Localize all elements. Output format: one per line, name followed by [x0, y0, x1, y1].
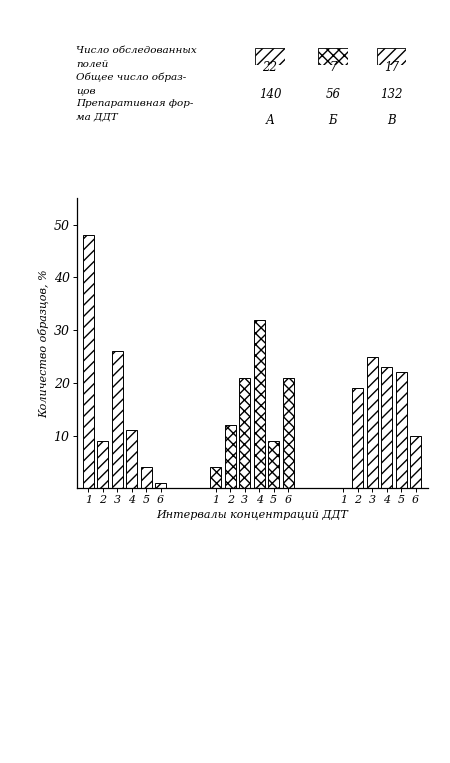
X-axis label: Интервалы концентраций ДДТ: Интервалы концентраций ДДТ — [156, 510, 348, 520]
Text: 56: 56 — [325, 88, 341, 101]
Bar — [396, 372, 407, 488]
Bar — [283, 378, 294, 488]
Text: Общее число образ-: Общее число образ- — [76, 72, 187, 82]
Text: В: В — [387, 114, 396, 127]
Bar — [141, 467, 152, 488]
Text: 17: 17 — [384, 61, 399, 74]
Text: 7: 7 — [329, 61, 337, 74]
Text: Б: Б — [328, 114, 338, 127]
Bar — [239, 378, 250, 488]
Text: Число обследованных: Число обследованных — [76, 46, 197, 55]
Bar — [367, 356, 378, 488]
Text: 22: 22 — [262, 61, 278, 74]
Bar — [83, 235, 94, 488]
Text: ма ДДТ: ма ДДТ — [76, 113, 118, 122]
Bar — [225, 425, 236, 488]
Text: Препаративная фор-: Препаративная фор- — [76, 99, 194, 108]
Bar — [352, 388, 363, 488]
Bar — [97, 441, 108, 488]
Text: А: А — [266, 114, 274, 127]
Bar — [112, 351, 123, 488]
Bar — [268, 441, 279, 488]
Bar — [155, 483, 166, 488]
Bar — [410, 436, 421, 488]
Text: 140: 140 — [259, 88, 281, 101]
Text: 132: 132 — [380, 88, 403, 101]
Bar — [126, 430, 137, 488]
Bar — [254, 320, 265, 488]
Bar — [381, 367, 392, 488]
Text: цов: цов — [76, 86, 96, 95]
Text: полей: полей — [76, 60, 109, 69]
Y-axis label: Количество образцов, %: Количество образцов, % — [38, 269, 50, 417]
Bar — [210, 467, 221, 488]
